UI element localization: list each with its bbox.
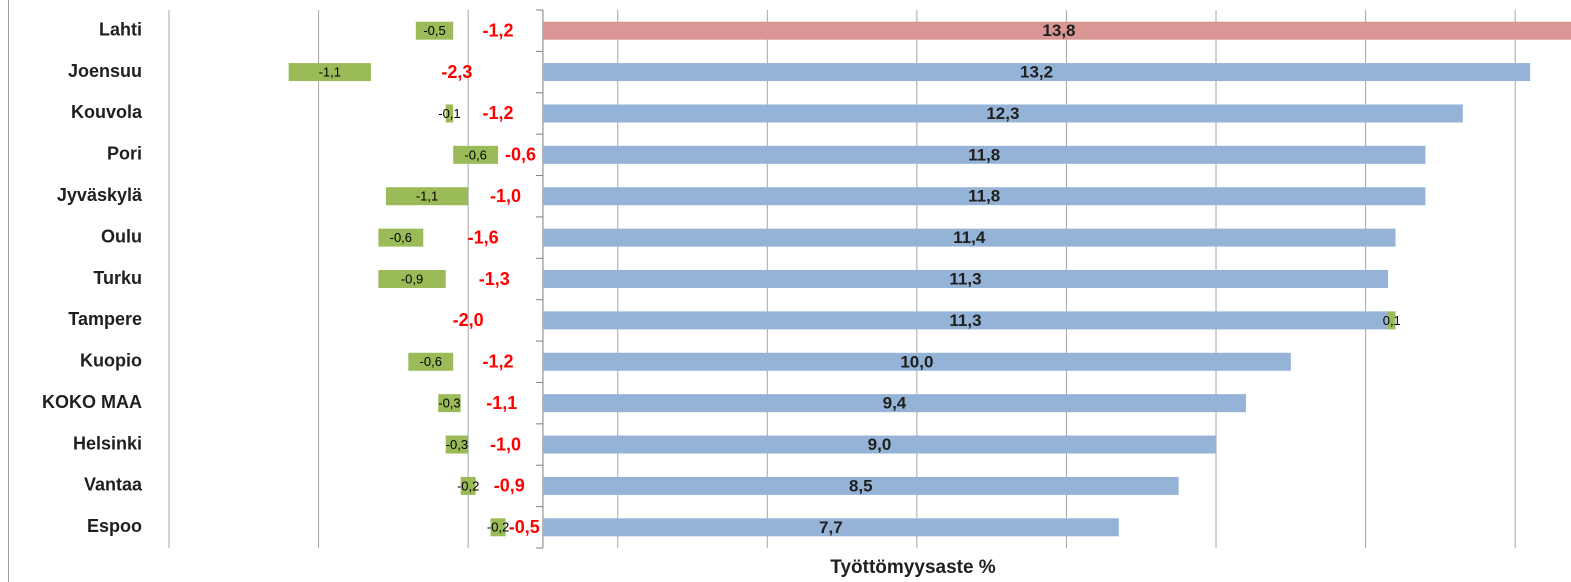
bar xyxy=(542,145,1426,164)
data-label: -0,6 xyxy=(505,145,536,165)
bar xyxy=(542,270,1389,288)
data-label: -0,1 xyxy=(438,106,460,121)
data-label: 8,5 xyxy=(849,476,873,495)
data-label: 0,1 xyxy=(1383,313,1401,328)
data-label: 13,2 xyxy=(1020,63,1053,82)
data-label: -1,1 xyxy=(416,189,438,204)
bar xyxy=(542,228,1396,247)
y-tick-label: Oulu xyxy=(101,226,142,246)
y-tick-label: Lahti xyxy=(99,19,142,39)
bar xyxy=(378,228,424,247)
bar xyxy=(542,104,1463,123)
bar xyxy=(378,270,446,288)
y-tick-label: Vantaa xyxy=(84,475,143,495)
bar xyxy=(385,187,469,206)
bar xyxy=(445,104,454,123)
data-label: 10,0 xyxy=(900,352,933,371)
y-tick-label: KOKO MAA xyxy=(42,392,142,412)
bar xyxy=(542,435,1217,454)
data-label: -0,5 xyxy=(423,23,445,38)
data-label: -0,6 xyxy=(390,230,412,245)
y-tick-label: Joensuu xyxy=(68,61,142,81)
bar xyxy=(542,518,1119,537)
data-label: -0,2 xyxy=(457,478,479,493)
bar xyxy=(408,352,454,371)
x-axis-label: Työttömyysaste % xyxy=(830,557,996,578)
bar xyxy=(288,63,371,82)
y-tick-label: Kouvola xyxy=(71,102,143,122)
bar xyxy=(542,63,1531,82)
bar xyxy=(438,394,461,413)
bar xyxy=(542,21,1571,40)
data-label: -1,2 xyxy=(483,352,514,372)
bar xyxy=(542,352,1291,371)
bar xyxy=(460,476,476,495)
data-label: -0,6 xyxy=(420,354,442,369)
data-label: -1,1 xyxy=(319,65,341,80)
data-label: -0,6 xyxy=(464,147,486,162)
bar xyxy=(490,518,506,537)
data-label: -1,2 xyxy=(483,103,514,123)
data-label: 12,3 xyxy=(986,104,1019,123)
data-label: 11,4 xyxy=(953,228,986,247)
y-tick-label: Jyväskylä xyxy=(57,185,143,205)
data-label: 11,3 xyxy=(949,269,981,288)
bar xyxy=(542,311,1389,330)
bar xyxy=(1388,311,1396,330)
y-tick-label: Turku xyxy=(93,268,142,288)
data-label: -0,3 xyxy=(438,396,460,411)
data-label: -1,6 xyxy=(468,227,499,247)
data-label: -0,5 xyxy=(509,517,540,537)
data-label: -0,3 xyxy=(446,437,468,452)
bar xyxy=(542,476,1179,495)
data-label: -0,9 xyxy=(494,476,525,496)
bar xyxy=(542,187,1426,206)
bar xyxy=(415,21,454,40)
data-label: 13,8 xyxy=(1042,21,1075,40)
data-label: -2,0 xyxy=(453,310,484,330)
data-label: -1,1 xyxy=(486,393,517,413)
data-label: 7,7 xyxy=(819,518,843,537)
y-tick-label: Helsinki xyxy=(73,433,142,453)
data-label: 11,8 xyxy=(968,187,1000,206)
data-label: 9,0 xyxy=(868,435,892,454)
y-tick-label: Kuopio xyxy=(80,351,142,371)
y-tick-label: Espoo xyxy=(87,516,142,536)
bar xyxy=(445,435,469,454)
data-label: -1,2 xyxy=(483,20,514,40)
data-label: 11,8 xyxy=(968,145,1000,164)
bar xyxy=(542,394,1246,413)
data-label: 9,4 xyxy=(883,394,907,413)
data-label: -1,3 xyxy=(479,269,510,289)
data-label: -1,0 xyxy=(490,434,521,454)
data-label: -0,2 xyxy=(487,520,509,535)
data-label: -2,3 xyxy=(441,62,472,82)
data-label: 11,3 xyxy=(949,311,981,330)
data-label: -1,0 xyxy=(490,186,521,206)
data-label: -0,9 xyxy=(401,271,423,286)
y-tick-label: Pori xyxy=(107,144,142,164)
y-tick-label: Tampere xyxy=(68,309,142,329)
bar xyxy=(453,145,499,164)
